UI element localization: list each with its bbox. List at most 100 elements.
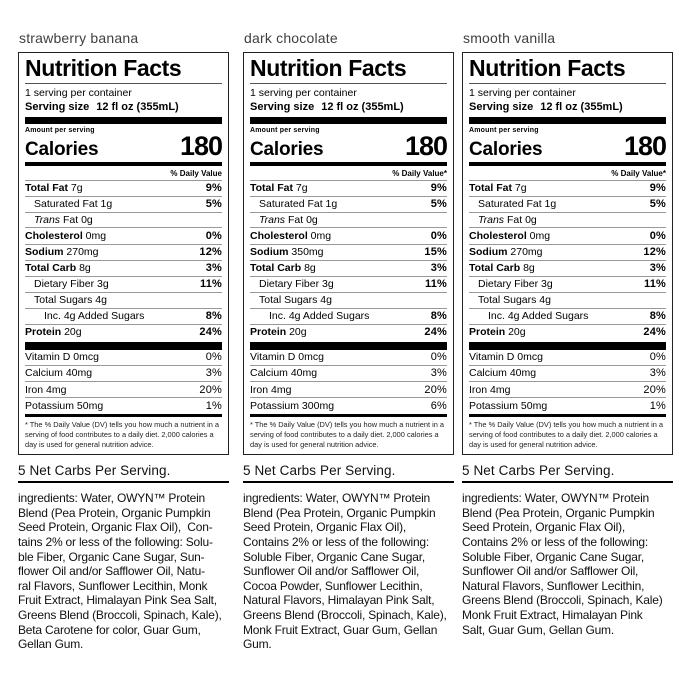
divider-bar [25,161,222,166]
vitamin-rows: Vitamin D 0mcg 0% Calcium 40mg 3% Iron 4mg 20… [469,350,666,414]
servings-per-container: 1 serving per container [250,87,357,99]
divider-bar [25,341,222,350]
vitamin-row: Iron 4mg 20% [469,382,666,399]
nutrient-name: Cholesterol 0mg [25,230,106,242]
nutrient-name-bold: Cholesterol [25,229,83,242]
nutrient-amount: Fat 0g [285,214,318,227]
nutrient-name: Total Fat 7g [25,182,83,194]
nutrient-row: Dietary Fiber 3g 11% [469,277,666,293]
vitamin-name: Vitamin D 0mcg [469,351,543,364]
nutrient-name-bold: Total Carb [250,262,302,275]
daily-value-percent: 8% [430,310,447,322]
vitamin-row: Iron 4mg 20% [25,382,222,399]
nutrient-amount: Saturated Fat 1g [478,198,557,211]
nutrient-name: Cholesterol 0mg [469,230,550,242]
daily-value-percent: 1% [205,399,222,412]
serving-size-label: Serving size [469,100,534,113]
nutrient-row: Total Fat 7g 9% [469,181,666,197]
nutrient-row: Inc. 4g Added Sugars 8% [469,309,666,325]
nutrient-name-italic: Trans [34,214,61,227]
nutrient-name: Total Fat 7g [469,182,527,194]
nutrient-name-bold: Sodium [469,246,508,259]
nutrient-row: Protein 20g 24% [469,325,666,340]
nutrient-row: Dietary Fiber 3g 11% [25,277,222,293]
ingredients-text: ingredients: Water, OWYN™ Protein Blend … [18,491,222,652]
nutrient-name: Protein 20g [250,326,307,338]
nutrient-amount: Saturated Fat 1g [259,198,338,211]
ingredients-divider [462,481,673,484]
daily-value-header: % Daily Value* [469,166,666,181]
calories-row: Calories 180 [250,132,448,160]
nutrition-facts-title: Nutrition Facts [250,57,447,84]
nutrient-row: Sodium 270mg 12% [25,245,222,261]
nutrient-name: Protein 20g [25,326,82,338]
nutrient-name: Saturated Fat 1g [250,198,337,210]
nutrient-name: Inc. 4g Added Sugars [469,310,588,322]
nutrient-name-bold: Total Carb [469,262,521,275]
nutrient-name: Inc. 4g Added Sugars [25,310,144,322]
nutrient-name: Total Sugars 4g [25,294,107,306]
nutrition-facts-box: Nutrition Facts 1 serving per container … [243,52,454,456]
daily-value-percent: 5% [649,198,666,211]
nutrient-name: Total Carb 8g [25,262,91,274]
daily-value-percent: 8% [649,310,666,322]
divider-bar [250,414,447,418]
nutrient-name-bold: Cholesterol [250,229,308,242]
nutrient-name: Total Carb 8g [469,262,535,274]
nutrient-name: Inc. 4g Added Sugars [250,310,369,322]
nutrition-facts-box: Nutrition Facts 1 serving per container … [462,52,673,456]
daily-value-percent: 0% [205,229,222,242]
daily-value-footnote: * The % Daily Value (DV) tells you how m… [25,420,220,449]
daily-value-percent: 0% [205,351,222,364]
daily-value-percent: 3% [649,367,666,380]
vitamin-name: Calcium 40mg [469,367,537,380]
amount-per-serving-label: Amount per serving [250,126,320,134]
divider-bar [469,161,666,166]
nutrient-name-bold: Total Fat [250,182,293,195]
net-carbs-text: 5 Net Carbs Per Serving. [18,463,171,479]
nutrition-label-panel: dark chocolate Nutrition Facts 1 serving… [243,30,454,652]
serving-size-label: Serving size [25,100,90,113]
nutrient-name-bold: Protein [25,326,62,339]
calories-label: Calories [25,138,99,160]
divider-bar [469,116,666,124]
vitamin-rows: Vitamin D 0mcg 0% Calcium 40mg 3% Iron 4mg 20… [25,350,222,414]
serving-size-value: 12 fl oz (355mL) [96,100,179,113]
nutrient-name-bold: Sodium [250,246,289,259]
nutrient-name: Trans Fat 0g [25,214,93,226]
daily-value-percent: 11% [424,278,447,291]
daily-value-percent: 24% [199,326,222,339]
nutrient-row: Protein 20g 24% [250,325,447,340]
nutrient-rows: Total Fat 7g 9% Saturated Fat 1g 5% Trans Fa… [250,181,447,340]
nutrient-row: Total Carb 8g 3% [250,261,447,277]
amount-per-serving-label: Amount per serving [469,126,539,134]
vitamin-row: Potassium 300mg 6% [250,398,447,413]
daily-value-percent: 20% [424,383,447,396]
nutrient-name-bold: Protein [250,326,287,339]
nutrient-name: Total Sugars 4g [250,294,332,306]
ingredients-divider [243,481,454,484]
nutrient-amount: 350mg [288,246,324,259]
daily-value-percent: 1% [649,399,666,412]
daily-value-percent: 12% [643,246,666,259]
nutrient-name: Sodium 270mg [25,246,99,258]
vitamin-name: Calcium 40mg [250,367,318,380]
serving-size-value: 12 fl oz (355mL) [321,100,404,113]
serving-size-value: 12 fl oz (355mL) [540,100,623,113]
vitamin-row: Calcium 40mg 3% [469,366,666,383]
nutrient-row: Total Sugars 4g [469,293,666,309]
divider-bar [25,116,222,124]
nutrient-name-bold: Total Carb [25,262,77,275]
daily-value-percent: 11% [643,278,666,291]
nutrient-name-bold: Protein [469,326,506,339]
nutrient-name: Saturated Fat 1g [469,198,556,210]
daily-value-percent: 20% [199,383,222,396]
calories-label: Calories [250,138,324,160]
nutrient-amount: Dietary Fiber 3g [478,278,553,291]
nutrient-row: Cholesterol 0mg 0% [469,228,666,245]
flavor-title: dark chocolate [244,30,338,46]
daily-value-percent: 3% [430,367,447,380]
vitamin-row: Potassium 50mg 1% [469,398,666,413]
vitamin-name: Potassium 50mg [469,399,548,412]
daily-value-percent: 3% [205,367,222,380]
